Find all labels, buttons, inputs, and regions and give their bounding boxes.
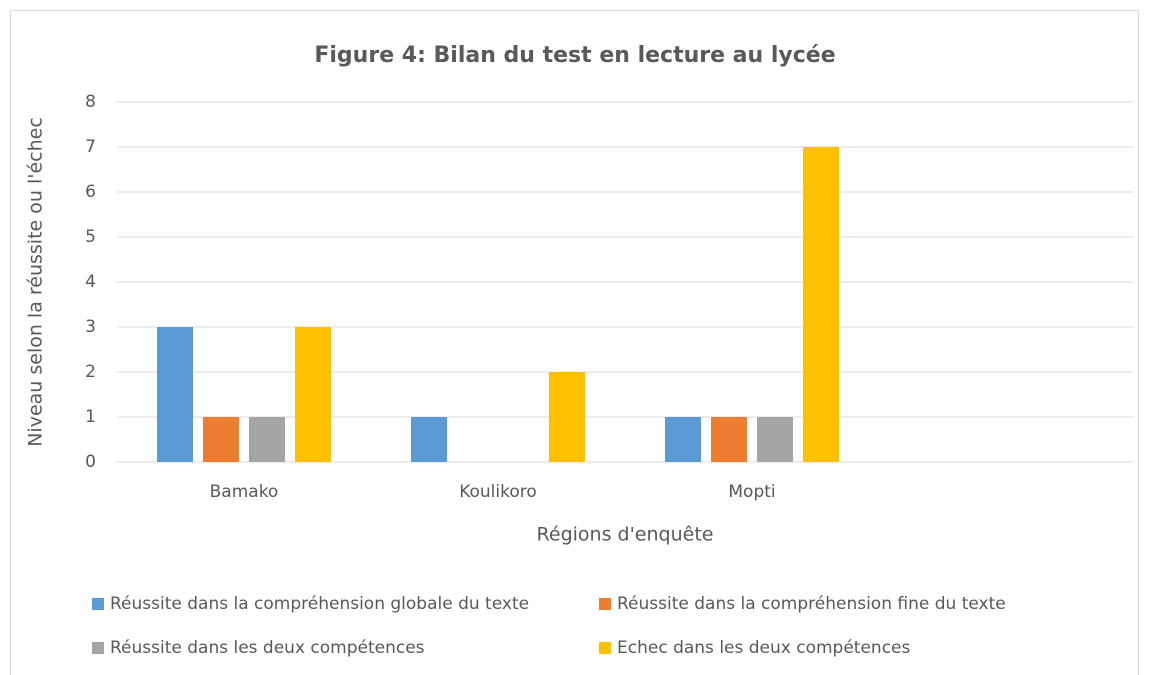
y-tick-label: 4 — [85, 272, 96, 292]
bar — [665, 417, 701, 462]
legend-swatch — [92, 642, 104, 654]
bar — [711, 417, 747, 462]
y-tick-label: 0 — [85, 452, 96, 472]
legend-label: Réussite dans les deux compétences — [110, 638, 425, 658]
y-tick-label: 2 — [85, 362, 96, 382]
bar — [203, 417, 239, 462]
y-tick-label: 7 — [85, 137, 96, 157]
x-axis-title: Régions d'enquête — [537, 524, 714, 546]
bar — [157, 327, 193, 462]
legend-label: Echec dans les deux compétences — [617, 638, 911, 658]
y-axis-title: Niveau selon la réussite ou l'échec — [25, 117, 47, 447]
chart-frame — [10, 10, 1139, 675]
bar — [549, 372, 585, 462]
y-tick-label: 1 — [85, 407, 96, 427]
legend-swatch — [92, 598, 104, 610]
y-tick-label: 3 — [85, 317, 96, 337]
x-tick-label: Mopti — [728, 482, 775, 502]
legend-label: Réussite dans la compréhension fine du t… — [617, 594, 1006, 614]
y-tick-label: 6 — [85, 182, 96, 202]
legend-label: Réussite dans la compréhension globale d… — [110, 594, 529, 614]
legend-swatch — [599, 598, 611, 610]
x-tick-label: Bamako — [210, 482, 279, 502]
x-tick-label: Koulikoro — [459, 482, 537, 502]
bar — [757, 417, 793, 462]
bar — [803, 147, 839, 462]
bar — [295, 327, 331, 462]
y-tick-label: 5 — [85, 227, 96, 247]
bar — [249, 417, 285, 462]
chart-title: Figure 4: Bilan du test en lecture au ly… — [314, 43, 835, 68]
bar — [411, 417, 447, 462]
y-tick-label: 8 — [85, 92, 96, 112]
legend-swatch — [599, 642, 611, 654]
